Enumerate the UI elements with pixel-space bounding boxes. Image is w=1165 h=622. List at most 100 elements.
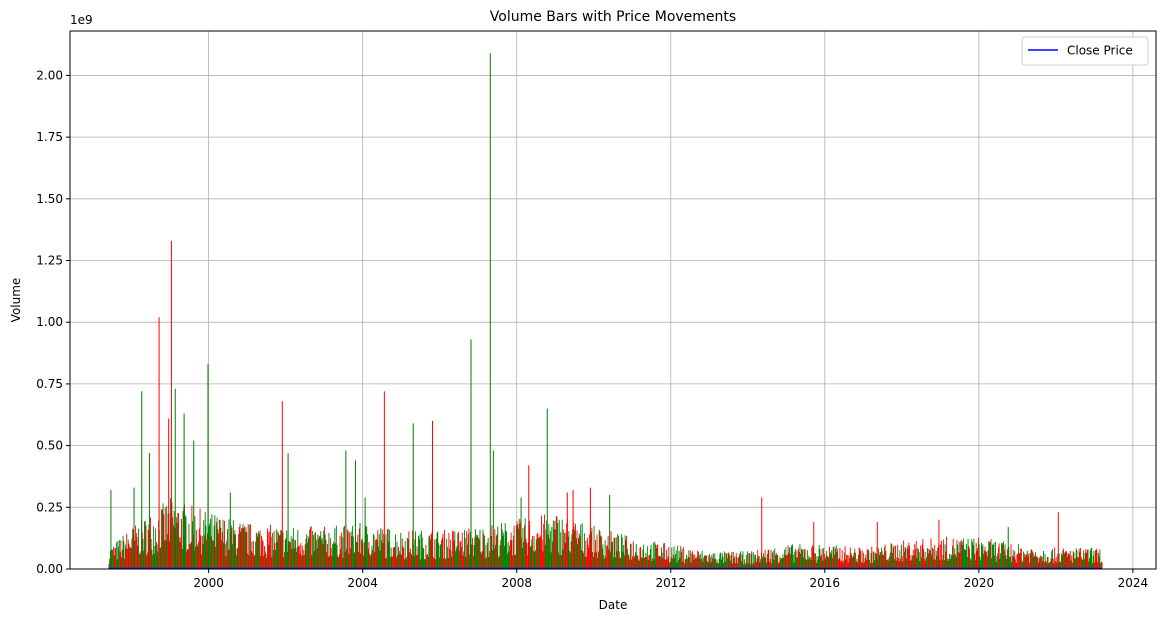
volume-bar	[204, 535, 205, 569]
volume-bar	[347, 531, 349, 569]
volume-bar	[620, 534, 622, 569]
volume-bar	[244, 526, 245, 569]
volume-bar	[1077, 557, 1079, 569]
volume-bar	[1000, 543, 1002, 569]
volume-bar	[790, 546, 792, 569]
volume-bar	[593, 526, 595, 569]
volume-bar	[535, 550, 536, 569]
volume-bar	[718, 558, 720, 569]
volume-bar	[735, 563, 736, 569]
volume-bar	[800, 548, 802, 569]
volume-bar	[467, 534, 469, 569]
volume-bar	[681, 548, 683, 569]
volume-bar	[961, 545, 963, 569]
volume-bar	[1009, 557, 1010, 569]
volume-bar	[623, 555, 625, 569]
volume-bar	[351, 536, 353, 569]
volume-bar	[377, 530, 379, 569]
volume-bar	[486, 557, 488, 569]
volume-bar	[435, 538, 437, 569]
volume-bar	[662, 558, 664, 569]
volume-bar	[243, 527, 245, 569]
volume-bar	[222, 519, 224, 569]
volume-bar	[1077, 556, 1079, 569]
volume-bar	[311, 555, 313, 569]
volume-bar	[780, 558, 782, 569]
volume-bar	[568, 531, 570, 569]
volume-bar	[1097, 552, 1099, 569]
volume-bar	[602, 544, 604, 569]
volume-bar	[493, 548, 495, 569]
volume-bar	[700, 553, 702, 569]
volume-bar	[1045, 560, 1047, 569]
volume-bar	[906, 545, 908, 569]
volume-bar	[556, 516, 558, 569]
volume-bar	[344, 525, 345, 569]
volume-bar	[492, 550, 494, 569]
volume-bar	[297, 530, 299, 569]
volume-bar	[189, 544, 191, 569]
volume-bar	[632, 556, 634, 569]
volume-bar	[793, 562, 795, 569]
volume-bar	[1073, 552, 1075, 569]
volume-bar	[929, 549, 930, 569]
volume-bar	[970, 560, 972, 569]
volume-bar	[1029, 553, 1031, 569]
volume-bar	[185, 516, 187, 569]
volume-bar	[1011, 561, 1013, 569]
volume-bar	[301, 555, 302, 569]
volume-bar	[1005, 555, 1007, 569]
volume-bar	[254, 554, 256, 569]
volume-bar	[914, 544, 916, 569]
volume-bar	[728, 552, 730, 569]
volume-bar	[983, 550, 985, 569]
volume-bar	[944, 544, 946, 569]
volume-bar	[449, 539, 451, 569]
volume-bar	[718, 563, 719, 569]
volume-bar	[666, 549, 668, 569]
volume-bar	[286, 530, 288, 569]
volume-bar	[883, 554, 885, 569]
volume-bar	[754, 554, 756, 569]
volume-bar	[157, 551, 159, 569]
volume-bar	[1023, 553, 1025, 569]
volume-bar	[363, 555, 365, 569]
volume-bar	[216, 517, 218, 569]
volume-bar	[764, 549, 766, 569]
volume-bar	[788, 552, 790, 569]
volume-bar	[108, 563, 110, 569]
volume-spike-bar	[364, 497, 366, 569]
volume-bar	[409, 552, 411, 569]
volume-bar	[182, 511, 184, 569]
volume-bar	[1098, 556, 1100, 569]
volume-bar	[937, 547, 939, 569]
volume-bar	[495, 535, 497, 569]
volume-bar	[443, 529, 445, 569]
volume-bar	[262, 541, 264, 569]
volume-bar	[627, 554, 629, 569]
volume-bar	[1039, 558, 1041, 569]
volume-bar	[697, 550, 699, 569]
volume-bar	[529, 546, 531, 569]
volume-bar	[1075, 548, 1077, 569]
volume-bar	[687, 556, 689, 569]
volume-bar	[829, 552, 831, 569]
volume-bar	[825, 557, 827, 569]
volume-bar	[546, 520, 548, 569]
volume-bar	[818, 545, 820, 569]
volume-bar	[342, 557, 344, 569]
volume-bar	[495, 544, 496, 569]
volume-bar	[712, 557, 713, 569]
volume-bar	[441, 537, 443, 569]
volume-bar	[180, 537, 182, 569]
volume-bar	[798, 551, 800, 569]
volume-bar	[823, 553, 825, 569]
y-tick-label: 0.75	[36, 377, 63, 391]
volume-bar	[410, 553, 412, 569]
volume-bar	[401, 554, 402, 569]
volume-bar	[537, 532, 539, 569]
volume-bar	[646, 546, 648, 569]
volume-bar	[890, 543, 892, 569]
volume-bar	[686, 558, 688, 569]
volume-bar	[543, 523, 545, 569]
